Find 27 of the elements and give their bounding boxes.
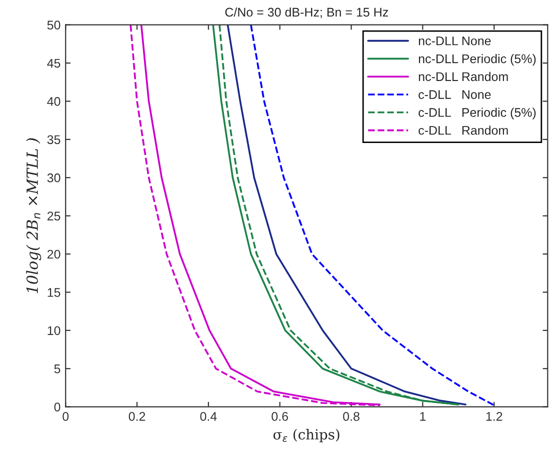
y-tick-label: 10: [48, 326, 60, 336]
y-tick-label: 40: [47, 97, 60, 106]
legend-label: nc-DLL Random: [418, 72, 508, 82]
y-tick-label: 25: [47, 212, 60, 220]
x-tick-label: 1.2: [486, 412, 502, 421]
x-tick-label: 0: [62, 412, 69, 421]
x-tick-label: 1: [420, 412, 426, 421]
legend-label: nc-DLL Periodic (5%): [418, 54, 536, 66]
legend-label: c-DLL None: [418, 90, 491, 99]
legend-label: c-DLL Random: [418, 126, 508, 135]
y-tick-label: 35: [47, 135, 60, 144]
x-tick-label: 0.8: [343, 412, 360, 421]
x-axis-title: σ$_{ε}$ (chips): [273, 428, 340, 442]
y-tick-label: 30: [47, 173, 60, 182]
x-tick-label: 0.4: [200, 412, 217, 421]
legend-label: nc-DLL None: [418, 36, 491, 46]
y-tick-label: 0: [54, 402, 60, 412]
y-tick-label: 50: [47, 20, 60, 30]
legend-label: c-DLL Periodic (5%): [418, 108, 536, 120]
y-tick-label: 5: [54, 364, 60, 374]
y-tick-label: 20: [47, 250, 60, 259]
chart-title: C/No = 30 dB-Hz; Bn = 15 Hz: [225, 7, 388, 18]
x-tick-label: 0.2: [128, 412, 146, 421]
y-tick-label: 45: [47, 58, 60, 68]
y-axis-title: 10log( 2B$_{n}$ ×MTLL ): [26, 138, 42, 294]
x-tick-label: 0.6: [272, 412, 288, 421]
y-tick-label: 15: [48, 288, 60, 297]
